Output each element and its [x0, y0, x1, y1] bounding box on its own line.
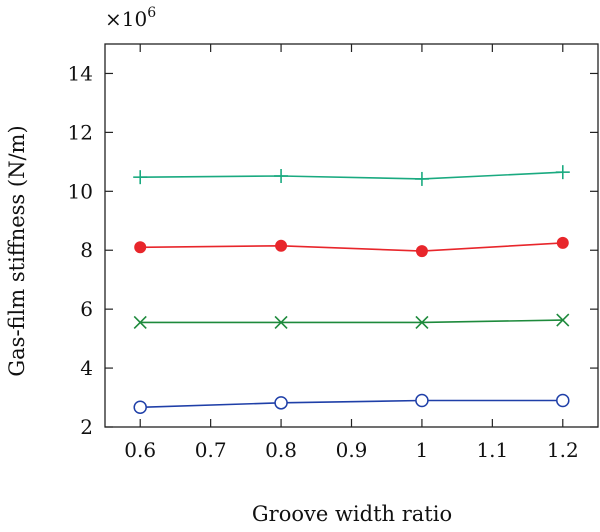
y-tick-label: 6 — [80, 297, 93, 321]
x-tick-label: 0.8 — [265, 438, 297, 462]
series-line — [140, 171, 563, 180]
data-point — [274, 168, 289, 183]
plot-frame — [104, 43, 599, 428]
y-axis-label: Gas-film stiffness (N/m) — [5, 125, 29, 376]
data-point — [133, 315, 147, 329]
y-multiplier-exponent: 6 — [147, 5, 156, 21]
y-tick-label: 8 — [80, 238, 93, 262]
y-axis-multiplier: ×106 — [105, 5, 156, 31]
data-point — [274, 396, 288, 410]
x-tick-label: 1.2 — [547, 438, 579, 462]
x-tick-label: 0.7 — [195, 438, 227, 462]
series-2 — [134, 236, 569, 258]
y-tick-label: 2 — [80, 415, 93, 439]
marker-cross-b — [415, 315, 429, 329]
x-tick-label: 1.1 — [476, 438, 508, 462]
data-point — [415, 315, 429, 329]
data-point — [556, 393, 570, 408]
series-layer — [133, 165, 570, 415]
data-point — [556, 236, 569, 249]
series-1 — [133, 165, 570, 186]
marker-cross-b — [556, 313, 570, 327]
axes: 0.6 0.7 0.8 0.9 1 1.1 1.2 2 4 6 8 10 12 14 — [68, 43, 599, 462]
data-point — [134, 241, 147, 254]
series-line — [140, 399, 563, 409]
data-point — [415, 245, 428, 258]
data-point — [415, 393, 429, 408]
series-line — [140, 319, 563, 324]
data-point — [275, 239, 288, 252]
series-3 — [133, 313, 570, 329]
data-point — [555, 165, 570, 180]
data-point — [133, 170, 148, 185]
data-point — [274, 315, 288, 329]
y-tick-label: 4 — [80, 356, 93, 380]
series-line — [140, 242, 563, 252]
series-4 — [133, 393, 570, 415]
y-multiplier-base: ×10 — [105, 7, 147, 31]
y-tick-label: 12 — [68, 120, 93, 144]
data-point — [133, 400, 147, 415]
data-point — [556, 313, 570, 327]
x-tick-label: 0.6 — [124, 438, 156, 462]
y-tick-label: 10 — [68, 179, 93, 203]
x-tick-label: 0.9 — [336, 438, 368, 462]
marker-cross-b — [274, 315, 288, 329]
marker-cross-b — [133, 315, 147, 329]
x-axis-label: Groove width ratio — [252, 502, 452, 526]
x-tick-label: 1 — [416, 438, 429, 462]
data-point — [414, 171, 429, 186]
y-tick-label: 14 — [68, 61, 93, 85]
